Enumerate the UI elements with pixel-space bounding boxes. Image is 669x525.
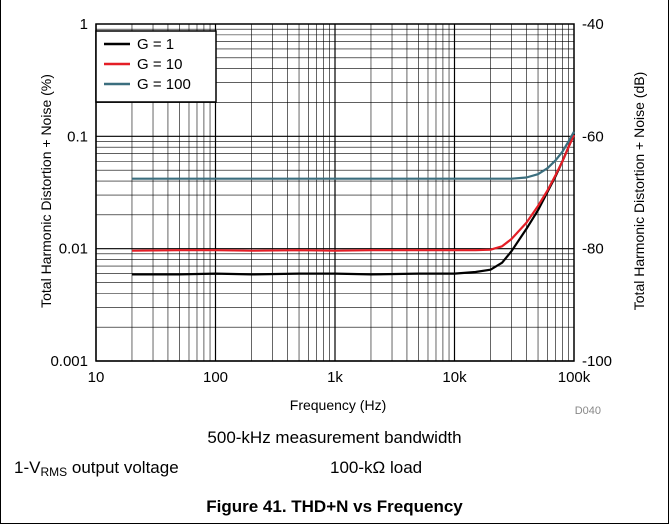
series-line-2 [131, 134, 576, 252]
legend-label-1: G = 1 [137, 36, 174, 53]
voltage-subscript: RMS [40, 465, 68, 479]
y-tick-label-left: 0.001 [50, 353, 88, 370]
x-tick-label: 1k [327, 369, 343, 386]
y-tick-label-right: -80 [582, 241, 604, 258]
series-layer [131, 131, 576, 276]
load-condition: 100-kΩ load [330, 458, 423, 477]
y-tick-label-right: -40 [582, 16, 604, 33]
y-axis-label-left: Total Harmonic Distortion + Noise (%) [38, 74, 54, 308]
voltage-condition: 1-VRMS output voltage [14, 458, 179, 479]
voltage-suffix: output voltage [67, 458, 179, 477]
y-tick-label-right: -60 [582, 128, 604, 145]
y-tick-label-left: 0.01 [59, 241, 88, 258]
figure-id-annotation: D040 [575, 405, 601, 417]
y-tick-label-right: -100 [582, 353, 612, 370]
x-tick-label: 10k [442, 369, 467, 386]
x-tick-label: 100 [203, 369, 228, 386]
figure-caption: Figure 41. THD+N vs Frequency [206, 497, 463, 516]
x-tick-label: 100k [558, 369, 591, 386]
legend: G = 1 G = 10 G = 100 [95, 30, 217, 103]
plot-border [95, 23, 575, 362]
series-line-3 [132, 131, 575, 180]
thd-vs-frequency-chart: 10 100 1k 10k 100k 0.001 0.01 0.1 1 -40 -60 -80 -100… [38, 16, 647, 417]
legend-label-3: G = 100 [137, 76, 191, 93]
x-tick-label: 10 [88, 369, 105, 386]
legend-label-2: G = 10 [137, 56, 182, 73]
x-axis-label: Frequency (Hz) [290, 397, 386, 413]
series-line-1 [132, 133, 576, 276]
tick-labels: 10 100 1k 10k 100k 0.001 0.01 0.1 1 -40 -60 -80 -100 [50, 16, 612, 386]
y-tick-label-left: 1 [80, 16, 88, 33]
voltage-prefix: 1-V [14, 458, 41, 477]
y-tick-label-left: 0.1 [67, 128, 88, 145]
y-axis-label-right: Total Harmonic Distortion + Noise (dB) [631, 72, 647, 310]
bandwidth-condition: 500-kHz measurement bandwidth [207, 428, 462, 447]
